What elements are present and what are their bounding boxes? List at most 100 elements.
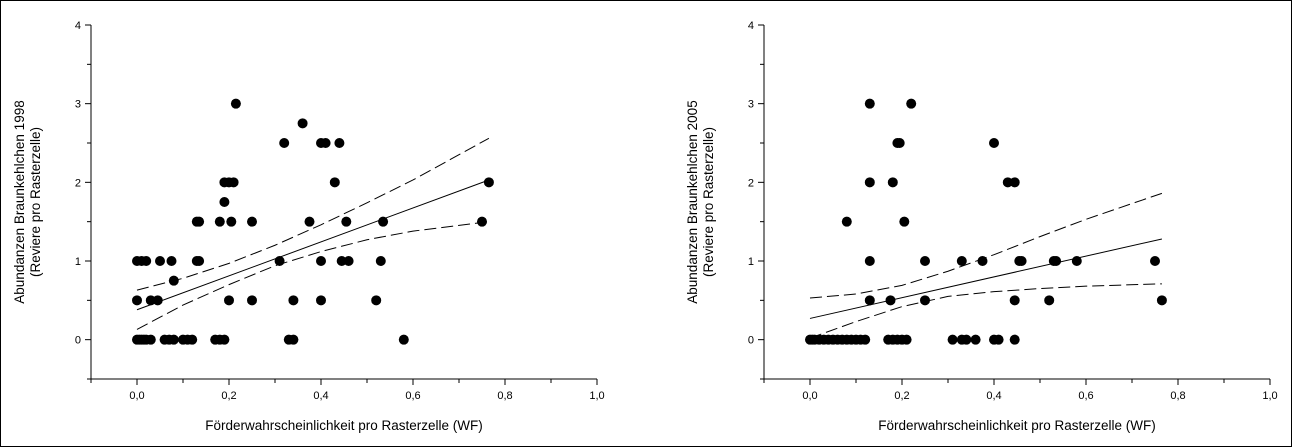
- x-tick-label: 0,0: [129, 390, 144, 402]
- confidence-upper-line: [136, 137, 490, 291]
- x-tick-label: 1,0: [1262, 390, 1277, 402]
- data-point: [297, 118, 308, 129]
- regression-line: [809, 238, 1163, 319]
- data-point: [247, 216, 257, 227]
- data-point: [288, 295, 299, 306]
- data-point: [864, 295, 875, 306]
- data-point: [901, 334, 912, 345]
- data-point: [279, 138, 290, 148]
- data-point: [947, 334, 958, 345]
- data-point: [226, 216, 237, 227]
- data-point: [483, 177, 494, 188]
- y-tick-label: 0: [75, 335, 81, 347]
- data-point: [1016, 256, 1027, 266]
- data-point: [341, 216, 352, 227]
- data-point: [864, 177, 875, 188]
- data-point: [152, 295, 163, 306]
- x-tick-label: 0,6: [1078, 390, 1093, 402]
- data-point: [1051, 256, 1062, 266]
- x-axis-title: Förderwahrscheinlichkeit pro Rasterzelle…: [205, 418, 483, 433]
- y-tick-label: 1: [748, 256, 754, 268]
- data-point: [920, 295, 930, 306]
- data-point: [885, 295, 896, 306]
- confidence-lower-line: [136, 221, 489, 330]
- data-point: [1009, 334, 1020, 345]
- data-point: [320, 138, 331, 148]
- regression-line: [136, 179, 490, 311]
- y-tick-label: 4: [75, 20, 81, 32]
- x-tick-label: 0,2: [221, 390, 236, 402]
- data-point: [961, 334, 972, 345]
- data-point: [155, 256, 165, 266]
- data-point: [864, 98, 875, 109]
- x-tick-label: 0,4: [313, 390, 328, 402]
- y-axis-title: Abundanzen Braunkehlchen 2005: [685, 100, 700, 303]
- data-point: [132, 295, 142, 306]
- data-point: [304, 216, 315, 227]
- data-point: [977, 256, 988, 266]
- data-point: [194, 256, 205, 266]
- x-axis-title: Förderwahrscheinlichkeit pro Rasterzelle…: [878, 418, 1156, 433]
- data-point: [343, 256, 354, 266]
- data-point: [145, 334, 156, 345]
- data-point: [477, 216, 487, 227]
- y-tick-label: 4: [748, 20, 754, 32]
- data-point: [219, 197, 230, 207]
- data-point: [1009, 295, 1020, 306]
- data-point: [371, 295, 382, 306]
- data-point: [187, 334, 198, 345]
- data-point: [1156, 295, 1167, 306]
- data-point: [906, 98, 917, 109]
- data-point: [1009, 177, 1020, 188]
- y-tick-label: 3: [748, 99, 754, 111]
- data-point: [168, 275, 179, 286]
- x-tick-label: 0,6: [405, 390, 420, 402]
- data-point: [841, 216, 852, 227]
- data-point: [166, 256, 177, 266]
- y-tick-label: 0: [748, 335, 754, 347]
- data-point: [1071, 256, 1082, 266]
- data-point: [398, 334, 409, 345]
- data-point: [899, 216, 910, 227]
- data-point: [194, 216, 205, 227]
- data-point: [956, 256, 967, 266]
- data-point: [336, 256, 347, 266]
- x-tick-label: 0,8: [497, 390, 512, 402]
- x-tick-label: 0,8: [1170, 390, 1185, 402]
- data-point: [274, 256, 285, 266]
- x-tick-label: 0,0: [802, 390, 817, 402]
- data-point: [375, 256, 386, 266]
- y-tick-label: 2: [748, 177, 754, 189]
- y-axis-subtitle: (Reviere pro Rasterzelle): [28, 127, 43, 277]
- data-point: [864, 256, 875, 266]
- x-tick-label: 0,2: [894, 390, 909, 402]
- data-point: [214, 216, 225, 227]
- y-tick-label: 2: [75, 177, 81, 189]
- data-point: [219, 334, 230, 345]
- data-point: [141, 256, 152, 266]
- data-point: [247, 295, 257, 306]
- data-point: [168, 334, 179, 345]
- x-tick-label: 1,0: [589, 390, 604, 402]
- data-point: [224, 295, 234, 306]
- y-tick-label: 1: [75, 256, 81, 268]
- data-point: [970, 334, 981, 345]
- data-point: [894, 138, 905, 148]
- x-tick-label: 0,4: [986, 390, 1001, 402]
- y-axis-title: Abundanzen Braunkehlchen 1998: [12, 100, 27, 303]
- data-point: [316, 295, 326, 306]
- chart-1: 0 1 2 3 4 0,0 0,2 0,4 0,6 0,8 1,0 Förderwahrscheinl…: [12, 20, 605, 433]
- data-point: [1044, 295, 1055, 306]
- data-point: [230, 98, 241, 109]
- data-point: [329, 177, 340, 188]
- confidence-upper-line: [809, 192, 1163, 299]
- data-point: [1002, 177, 1013, 188]
- y-tick-label: 3: [75, 99, 81, 111]
- chart-2: 0 1 2 3 4 0,0 0,2 0,4 0,6 0,8 1,0 Förderwahrscheinl…: [685, 20, 1278, 433]
- data-point: [887, 177, 898, 188]
- data-point: [989, 138, 999, 148]
- y-axis-subtitle: (Reviere pro Rasterzelle): [701, 127, 716, 277]
- data-point: [316, 256, 326, 266]
- confidence-lower-line: [809, 283, 1162, 339]
